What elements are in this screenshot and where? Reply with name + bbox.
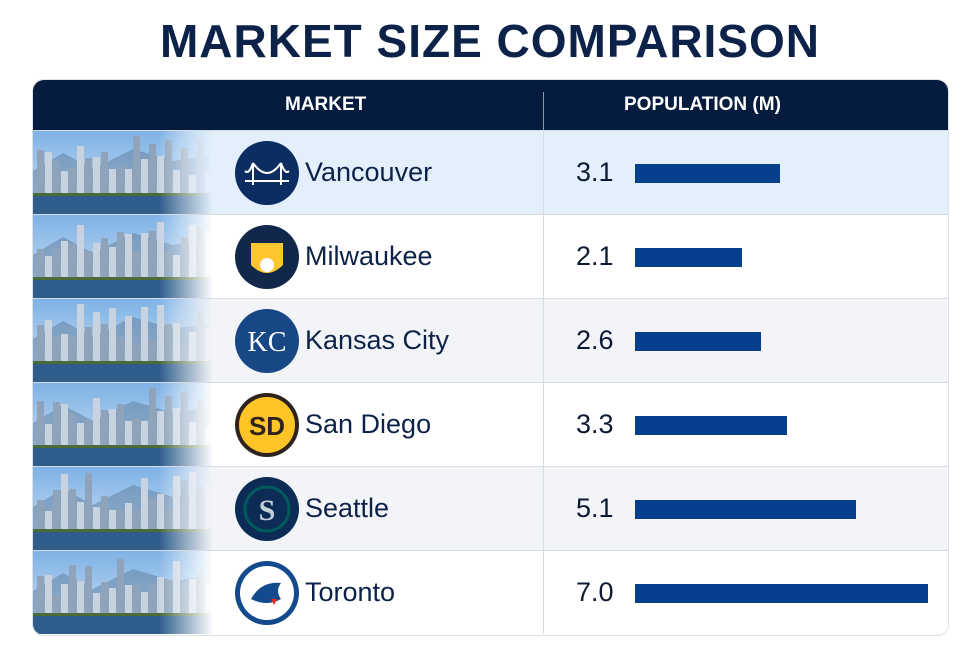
- svg-text:SD: SD: [249, 411, 285, 441]
- table-row: SD San Diego 3.3: [33, 382, 948, 466]
- s-compass-icon: S: [235, 477, 299, 541]
- market-name: San Diego: [305, 409, 432, 439]
- ball-glove-icon: [235, 225, 299, 289]
- page-title: MARKET SIZE COMPARISON: [159, 15, 821, 67]
- column-divider: [543, 551, 544, 634]
- blue-jay-icon: [235, 561, 299, 625]
- column-divider: [543, 383, 544, 466]
- column-divider: [543, 299, 544, 382]
- header-divider: [543, 92, 544, 130]
- table-header: MARKET POPULATION (M): [33, 80, 948, 130]
- column-divider: [543, 467, 544, 550]
- header-market: MARKET: [285, 94, 367, 115]
- table-row: Toronto 7.0: [33, 550, 948, 634]
- svg-text:S: S: [259, 494, 276, 527]
- market-name: Toronto: [305, 577, 396, 607]
- market-name: Kansas City: [305, 325, 450, 355]
- city-skyline-image: [33, 131, 213, 214]
- city-skyline-image: [33, 383, 213, 466]
- column-divider: [543, 215, 544, 298]
- city-skyline-image: [33, 551, 213, 634]
- bridge-icon: [235, 141, 299, 205]
- data-label: 3.3: [576, 409, 614, 439]
- bar-san-diego: [635, 416, 788, 435]
- city-skyline-image: [33, 299, 213, 382]
- sd-monogram-icon: SD: [235, 393, 299, 457]
- city-skyline-image: [33, 467, 213, 550]
- market-table: MARKET POPULATION (M) Vancouver 3.1 Milw…: [32, 79, 949, 636]
- bar-seattle: [635, 500, 856, 519]
- table-row: S Seattle 5.1: [33, 466, 948, 550]
- column-divider: [543, 131, 544, 214]
- data-label: 3.1: [576, 157, 614, 187]
- city-skyline-image: [33, 215, 213, 298]
- svg-text:KC: KC: [248, 327, 287, 358]
- bar-milwaukee: [635, 248, 742, 267]
- bar-kansas-city: [635, 332, 761, 351]
- data-label: 5.1: [576, 493, 614, 523]
- bar-vancouver: [635, 164, 780, 183]
- market-name: Vancouver: [305, 157, 433, 187]
- market-name: Seattle: [305, 493, 390, 523]
- data-label: 2.6: [576, 325, 614, 355]
- bar-toronto: [635, 584, 928, 603]
- kc-monogram-icon: KC: [235, 309, 299, 373]
- table-row: Vancouver 3.1: [33, 130, 948, 214]
- market-name: Milwaukee: [305, 241, 433, 271]
- table-row: KC Kansas City 2.6: [33, 298, 948, 382]
- header-population: POPULATION (M): [624, 94, 781, 115]
- data-label: 2.1: [576, 241, 614, 271]
- table-row: Milwaukee 2.1: [33, 214, 948, 298]
- data-label: 7.0: [576, 577, 614, 607]
